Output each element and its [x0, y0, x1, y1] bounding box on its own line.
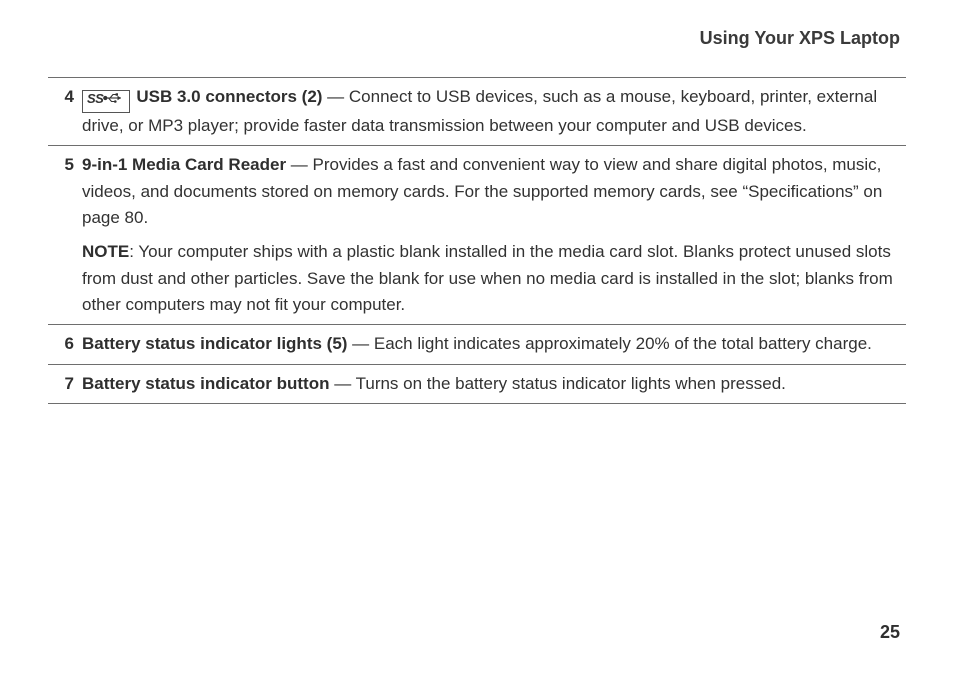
usb-ss-icon: SS	[82, 90, 130, 113]
usb-trident-icon	[103, 92, 125, 104]
item-body: SS USB 3.0 connectors (2) — Connect to U…	[82, 84, 906, 139]
list-item: 7 Battery status indicator button — Turn…	[48, 365, 906, 403]
item-number: 6	[48, 331, 82, 357]
item-title: USB 3.0 connectors (2)	[136, 87, 322, 106]
item-body: Battery status indicator lights (5) — Ea…	[82, 331, 906, 357]
item-description: — Each light indicates approximately 20%…	[347, 334, 871, 353]
list-item: 5 9-in-1 Media Card Reader — Provides a …	[48, 146, 906, 324]
page-number: 25	[880, 622, 900, 643]
item-note: NOTE: Your computer ships with a plastic…	[82, 239, 906, 318]
item-body: Battery status indicator button — Turns …	[82, 371, 906, 397]
list-item: 6 Battery status indicator lights (5) — …	[48, 325, 906, 363]
item-number: 5	[48, 152, 82, 318]
list-item: 4 SS USB 3.0 connectors (2) — Connect to…	[48, 78, 906, 145]
item-title: Battery status indicator lights (5)	[82, 334, 347, 353]
item-number: 7	[48, 371, 82, 397]
note-text: : Your computer ships with a plastic bla…	[82, 242, 893, 314]
note-label: NOTE	[82, 242, 129, 261]
item-description: — Turns on the battery status indicator …	[329, 374, 785, 393]
ss-label: SS	[87, 91, 103, 106]
item-number: 4	[48, 84, 82, 139]
document-page: Using Your XPS Laptop 4 SS USB 3.0	[0, 0, 954, 677]
item-title: Battery status indicator button	[82, 374, 329, 393]
item-title: 9-in-1 Media Card Reader	[82, 155, 286, 174]
header-title: Using Your XPS Laptop	[700, 28, 900, 48]
item-body: 9-in-1 Media Card Reader — Provides a fa…	[82, 152, 906, 318]
divider	[48, 403, 906, 404]
page-header: Using Your XPS Laptop	[48, 28, 906, 49]
